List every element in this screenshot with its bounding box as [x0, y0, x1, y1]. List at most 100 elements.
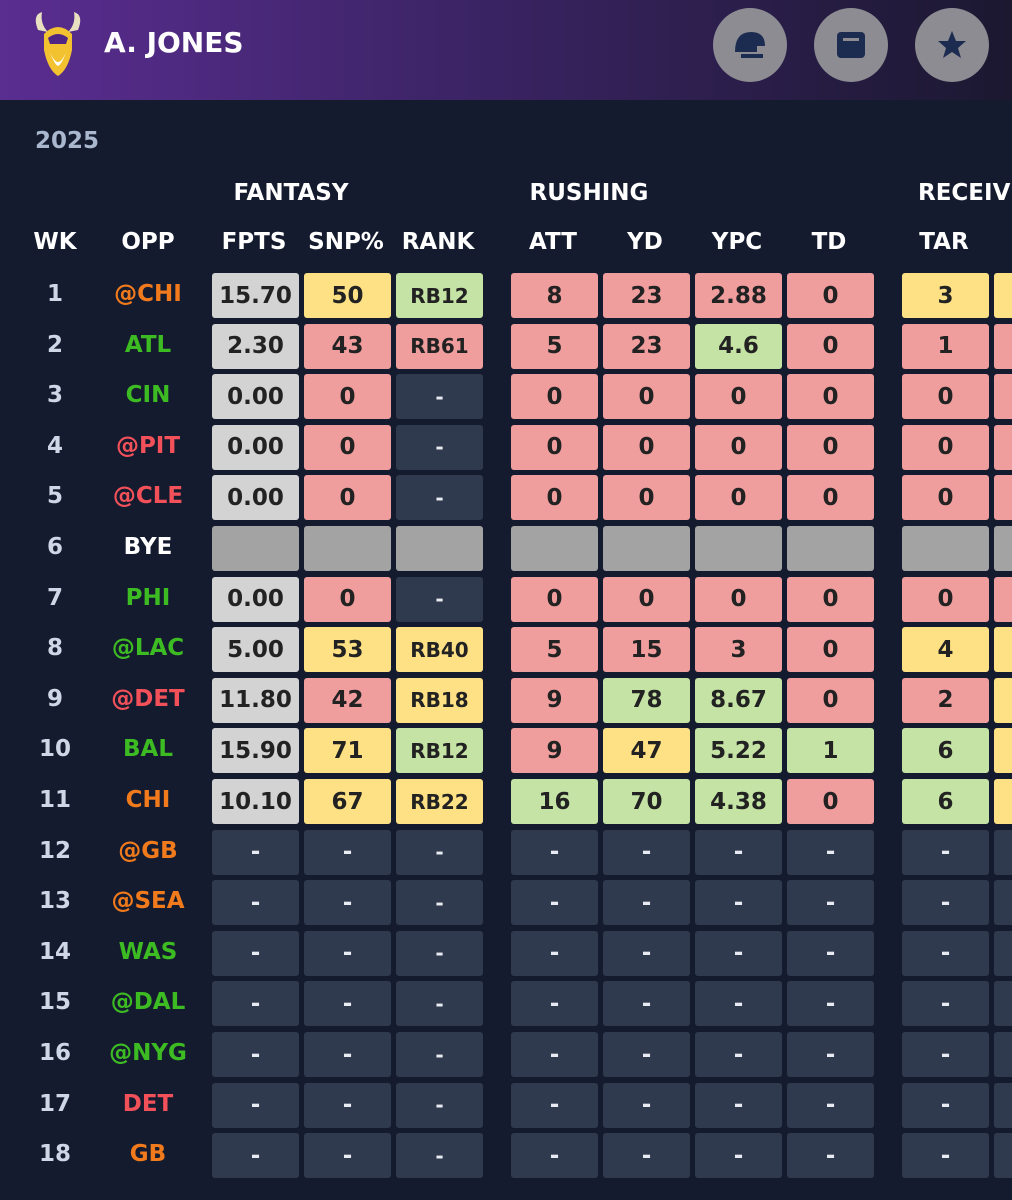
stat-cell: 0: [787, 677, 874, 723]
week: 14: [38, 938, 71, 965]
stat-cell: 3: [902, 273, 989, 318]
stat-cell: [994, 1133, 1012, 1179]
stat-cell: 0.00: [212, 475, 299, 521]
stat-cell: 1: [902, 323, 989, 369]
opponent: BAL: [123, 736, 173, 763]
opponent: ATL: [124, 331, 172, 358]
opponent: @DET: [111, 685, 185, 712]
stat-cell: 0: [902, 576, 989, 622]
stat-cell: [994, 374, 1012, 420]
week: 12: [38, 837, 71, 864]
stat-cell: -: [603, 1133, 690, 1179]
stat-cell: 3: [695, 627, 782, 673]
stat-cell: 0: [787, 273, 874, 318]
stat-cell: -: [304, 981, 391, 1027]
stat-cell: 0: [603, 374, 690, 420]
week: 15: [38, 989, 71, 1016]
column-header: WK: [33, 229, 77, 255]
stat-cell: -: [304, 829, 391, 875]
stat-cell: 0: [787, 424, 874, 470]
stat-cell: -: [787, 930, 874, 976]
stat-cell: -: [396, 1082, 483, 1128]
week: 9: [46, 685, 63, 712]
stat-cell: [902, 526, 989, 571]
stat-cell: -: [695, 981, 782, 1027]
stat-cell: -: [787, 829, 874, 875]
stat-cell: [994, 526, 1012, 571]
stat-cell: -: [212, 1133, 299, 1179]
week: 2: [46, 331, 63, 358]
stat-cell: [994, 930, 1012, 976]
stat-cell: 9: [511, 677, 598, 723]
opponent: DET: [122, 1090, 174, 1117]
stat-cell: -: [212, 829, 299, 875]
stat-cell: -: [902, 829, 989, 875]
stat-cell: 4.6: [695, 323, 782, 369]
stat-cell: 0: [902, 475, 989, 521]
stat-cell: -: [603, 981, 690, 1027]
stat-cell: -: [511, 981, 598, 1027]
stat-cell: -: [902, 981, 989, 1027]
opponent: CHI: [125, 787, 171, 813]
stat-cell: 0: [695, 374, 782, 420]
stat-cell: [994, 829, 1012, 875]
stat-cell: RB12: [396, 273, 483, 318]
week: 10: [38, 736, 71, 763]
stat-cell: 23: [603, 323, 690, 369]
column-header: SNP%: [308, 229, 384, 255]
opponent: CIN: [125, 382, 171, 409]
stat-cell: [994, 576, 1012, 622]
stat-cell: RB12: [396, 728, 483, 774]
stat-cell: 0: [603, 576, 690, 622]
stat-cell: 0: [304, 374, 391, 420]
stat-cell: -: [304, 1082, 391, 1128]
column-header: TAR: [919, 229, 969, 255]
stat-cell: 8: [511, 273, 598, 318]
stat-cell: 0.00: [212, 576, 299, 622]
stat-cell: -: [902, 930, 989, 976]
stat-cell: [994, 1082, 1012, 1128]
stat-cell: 9: [511, 728, 598, 774]
opponent: @GB: [118, 837, 178, 864]
stat-cell: [994, 627, 1012, 673]
week: 11: [38, 787, 71, 813]
week: 7: [46, 584, 63, 611]
favorite-button[interactable]: [915, 8, 989, 82]
stat-cell: 0: [902, 424, 989, 470]
stat-cell: -: [511, 880, 598, 926]
stat-cell: RB22: [396, 779, 483, 824]
column-header: YD: [627, 229, 663, 255]
stat-cell: 2.88: [695, 273, 782, 318]
stat-cell: 5.00: [212, 627, 299, 673]
stat-cell: 0: [511, 475, 598, 521]
helmet-button[interactable]: [713, 8, 787, 82]
stat-cell: -: [603, 930, 690, 976]
stat-cell: 0.00: [212, 374, 299, 420]
column-header: OPP: [121, 229, 175, 255]
stat-cell: -: [396, 981, 483, 1027]
stat-cell: 0: [304, 424, 391, 470]
opponent: PHI: [125, 584, 171, 611]
stat-cell: 6: [902, 728, 989, 774]
opponent: GB: [129, 1141, 167, 1168]
team-logo: [35, 12, 81, 76]
calendar-button[interactable]: [814, 8, 888, 82]
week: 3: [46, 382, 63, 409]
stat-cell: [994, 424, 1012, 470]
stat-cell: -: [396, 1133, 483, 1179]
stat-cell: 10.10: [212, 779, 299, 824]
stat-cell: [396, 526, 483, 571]
stat-cell: -: [695, 1082, 782, 1128]
stat-cell: -: [603, 880, 690, 926]
stat-cell: 11.80: [212, 677, 299, 723]
stat-cell: 78: [603, 677, 690, 723]
stat-cell: [994, 1032, 1012, 1077]
stat-cell: -: [511, 930, 598, 976]
stat-cell: -: [511, 829, 598, 875]
stat-cell: -: [902, 1032, 989, 1077]
stat-cell: 50: [304, 273, 391, 318]
stat-cell: 0: [787, 323, 874, 369]
stat-cell: 5: [511, 323, 598, 369]
stat-cell: -: [695, 880, 782, 926]
stat-cell: -: [304, 930, 391, 976]
